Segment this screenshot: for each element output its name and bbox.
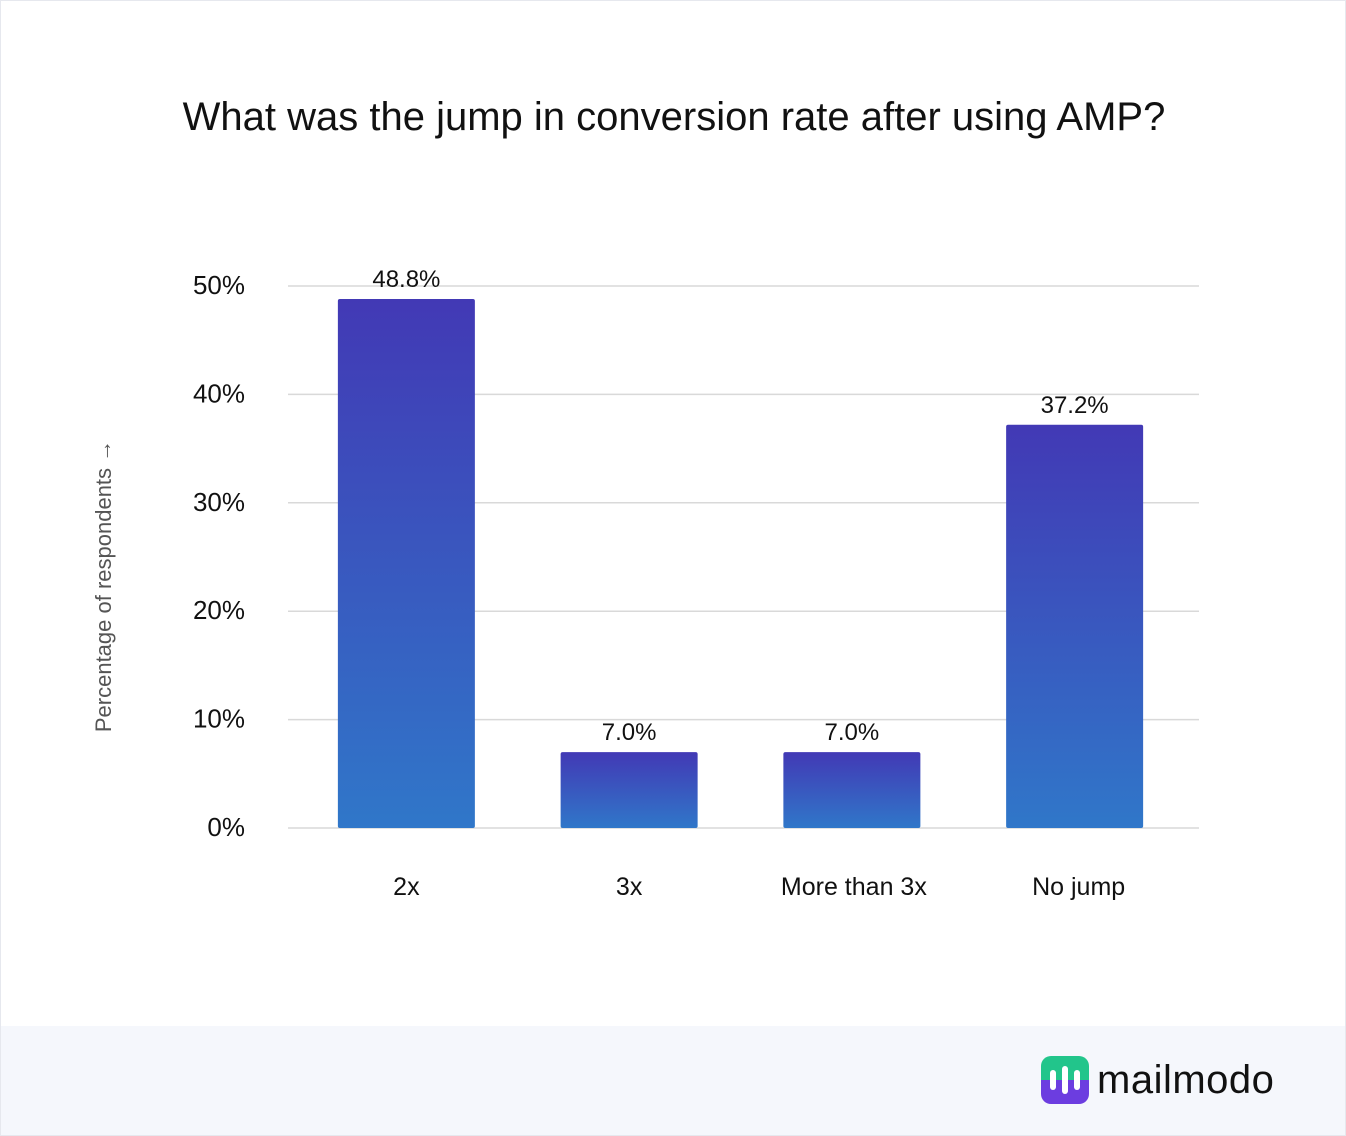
x-tick-label: 3x — [616, 873, 643, 901]
y-tick-label: 20% — [193, 595, 245, 625]
y-tick-label: 40% — [193, 378, 245, 408]
bar — [1006, 424, 1144, 828]
y-axis-label: Percentage of respondents → — [91, 440, 116, 732]
y-tick-label: 30% — [193, 487, 245, 517]
x-tick-labels: 2x 3x More than 3x No jump — [393, 873, 1125, 901]
value-label: 37.2% — [1041, 392, 1109, 419]
y-tick-label: 10% — [193, 704, 245, 734]
value-labels: 48.8% 7.0% 7.0% 37.2% — [372, 266, 1108, 746]
value-label: 7.0% — [825, 719, 880, 746]
brand-name: mailmodo — [1097, 1057, 1275, 1102]
bar — [560, 752, 698, 828]
y-tick-labels: 0% 10% 20% 30% 40% 50% — [193, 270, 245, 842]
footer — [1, 1026, 1345, 1135]
bar-chart: 0% 10% 20% 30% 40% 50% 48.8% 7.0% 7.0% 37.2% 2x 3… — [91, 266, 1199, 901]
bar — [337, 299, 475, 828]
brand: mailmodo — [1041, 1056, 1274, 1104]
mailmodo-logo-icon — [1041, 1056, 1089, 1104]
value-label: 7.0% — [602, 719, 657, 746]
value-label: 48.8% — [372, 266, 440, 293]
y-tick-label: 0% — [207, 812, 245, 842]
chart-title: What was the jump in conversion rate aft… — [182, 95, 1166, 139]
x-tick-label: More than 3x — [781, 873, 927, 901]
bar — [783, 752, 921, 828]
x-tick-label: No jump — [1032, 873, 1125, 901]
bars — [337, 299, 1144, 828]
y-tick-label: 50% — [193, 270, 245, 300]
x-tick-label: 2x — [393, 873, 420, 901]
